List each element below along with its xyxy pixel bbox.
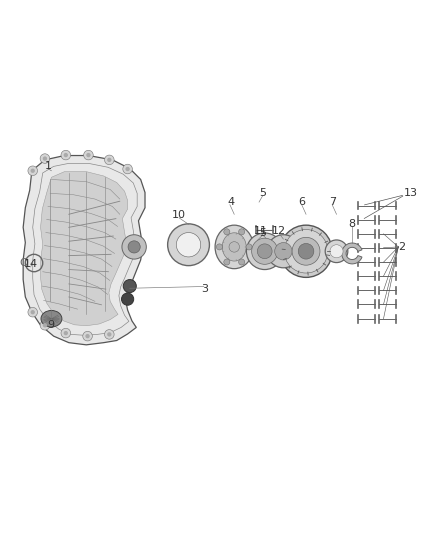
Text: 12: 12	[272, 226, 286, 236]
Circle shape	[125, 167, 130, 171]
Circle shape	[246, 244, 252, 250]
Circle shape	[40, 154, 49, 163]
Circle shape	[61, 150, 71, 160]
Circle shape	[168, 224, 209, 265]
Circle shape	[123, 279, 136, 293]
Text: 7: 7	[328, 197, 336, 207]
Circle shape	[64, 331, 68, 335]
Text: 9: 9	[47, 320, 54, 330]
Circle shape	[224, 229, 230, 235]
Text: O: O	[19, 257, 28, 268]
Polygon shape	[23, 156, 145, 345]
Circle shape	[216, 244, 223, 250]
Circle shape	[122, 235, 146, 259]
Circle shape	[40, 320, 49, 330]
Circle shape	[123, 164, 132, 174]
Ellipse shape	[215, 225, 253, 269]
Circle shape	[28, 166, 38, 175]
Text: 14: 14	[24, 260, 38, 269]
Circle shape	[86, 153, 91, 157]
Circle shape	[64, 153, 68, 157]
Text: 8: 8	[349, 219, 356, 229]
Text: 1: 1	[45, 161, 52, 172]
Circle shape	[61, 328, 71, 338]
Circle shape	[292, 237, 320, 265]
Circle shape	[43, 156, 47, 161]
Circle shape	[105, 329, 114, 339]
Circle shape	[330, 245, 343, 258]
Text: 5: 5	[259, 188, 266, 198]
Text: 5: 5	[259, 228, 266, 238]
Polygon shape	[41, 172, 127, 326]
Circle shape	[229, 241, 240, 252]
Circle shape	[31, 310, 35, 314]
Text: 6: 6	[298, 197, 305, 207]
Ellipse shape	[41, 310, 62, 327]
Circle shape	[107, 158, 112, 162]
Text: 4: 4	[228, 197, 235, 207]
Text: 2: 2	[398, 242, 405, 252]
Circle shape	[177, 232, 201, 257]
Ellipse shape	[222, 233, 246, 261]
Circle shape	[128, 241, 140, 253]
Circle shape	[43, 323, 47, 327]
Circle shape	[284, 230, 328, 273]
Circle shape	[325, 240, 348, 263]
Circle shape	[275, 243, 292, 260]
Circle shape	[224, 259, 230, 265]
Text: 13: 13	[403, 188, 417, 198]
Circle shape	[257, 244, 272, 259]
Wedge shape	[342, 243, 362, 264]
Text: 3: 3	[201, 284, 208, 294]
Circle shape	[28, 308, 38, 317]
Circle shape	[239, 259, 245, 265]
Circle shape	[121, 293, 134, 305]
Circle shape	[85, 334, 90, 338]
Circle shape	[105, 155, 114, 165]
Text: 11: 11	[254, 226, 268, 236]
Circle shape	[83, 332, 92, 341]
Circle shape	[31, 168, 35, 173]
Circle shape	[280, 225, 332, 277]
Text: 10: 10	[172, 210, 186, 220]
Circle shape	[267, 235, 300, 268]
Circle shape	[84, 150, 93, 160]
Circle shape	[239, 229, 245, 235]
Circle shape	[298, 244, 314, 259]
Circle shape	[247, 233, 283, 270]
Circle shape	[252, 238, 278, 264]
Circle shape	[107, 332, 112, 336]
